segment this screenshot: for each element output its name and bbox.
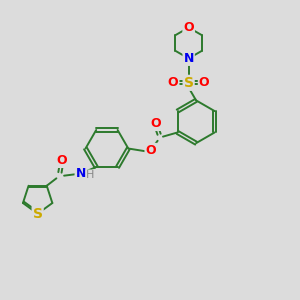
Text: O: O <box>199 76 209 89</box>
Text: O: O <box>146 144 156 157</box>
Text: H: H <box>86 170 94 180</box>
Text: N: N <box>184 52 194 65</box>
Text: O: O <box>183 21 194 34</box>
Text: S: S <box>184 76 194 90</box>
Text: O: O <box>168 76 178 89</box>
Text: S: S <box>33 207 43 221</box>
Text: N: N <box>76 167 86 180</box>
Text: O: O <box>150 117 161 130</box>
Text: O: O <box>56 154 67 167</box>
